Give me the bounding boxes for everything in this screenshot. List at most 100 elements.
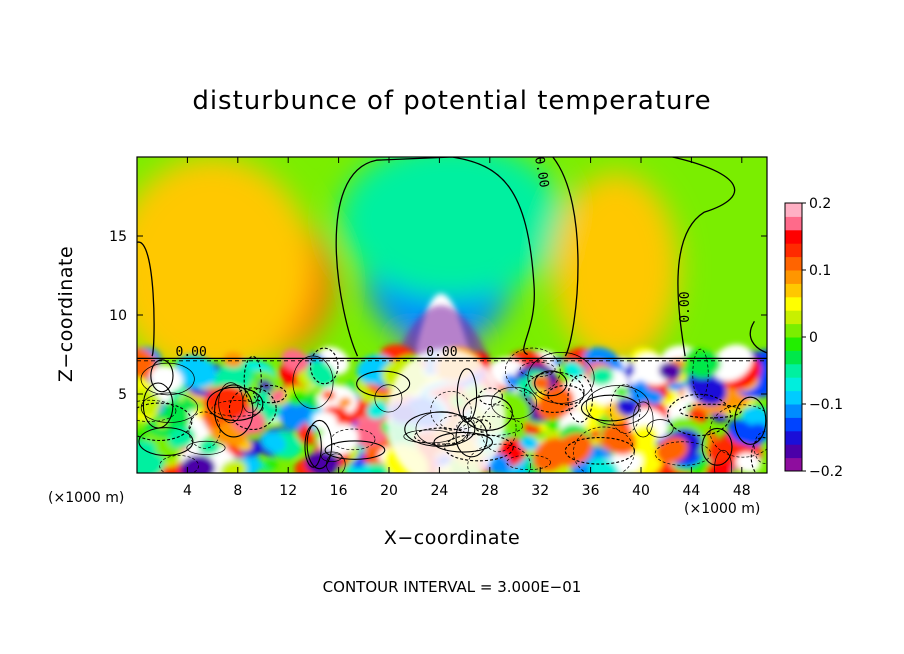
field-cell [174, 354, 217, 389]
colorbar-swatch [785, 243, 802, 258]
field-blob-1 [137, 157, 314, 379]
contour-cell [564, 436, 636, 465]
field-cell [647, 391, 664, 406]
contour-cell [580, 394, 640, 422]
field-cell [655, 436, 689, 464]
contour-cell [567, 374, 594, 423]
field-cell [223, 352, 244, 368]
colorbar-swatch [785, 457, 802, 472]
colorbar-swatch [785, 444, 802, 459]
field-cell [306, 360, 336, 388]
contour-label: 0.00 [531, 155, 551, 188]
field-cell [590, 367, 614, 386]
contour-cell [140, 362, 195, 396]
contour-cell [467, 443, 531, 473]
contour-cell [505, 347, 561, 394]
contour-cell [433, 431, 493, 453]
x-tick-label: 44 [682, 483, 700, 499]
contour-cell [753, 431, 767, 464]
contour-cell [211, 400, 264, 417]
contour-cell [632, 401, 654, 438]
field-cell [322, 390, 336, 401]
field-cell [519, 435, 539, 451]
contour-cell [654, 441, 712, 466]
field-cell [610, 449, 643, 473]
contour-cell [214, 384, 254, 438]
field-cell [338, 397, 352, 408]
z-tick-label: 10 [109, 308, 127, 324]
contour-cell [734, 396, 767, 445]
field-cell [168, 426, 195, 449]
contour-label: 0.00 [678, 291, 693, 322]
field-cell [658, 362, 682, 380]
field-cell [149, 365, 183, 392]
field-cell [137, 347, 158, 379]
contour-zero-plume [335, 157, 535, 357]
contour-zero-right [672, 157, 736, 357]
contour-cell [534, 370, 568, 397]
colorbar-swatch [785, 337, 802, 351]
colorbar-swatch [785, 377, 802, 392]
colorbar-tick-label: −0.1 [809, 397, 843, 413]
contour-zero-right-edge [749, 320, 767, 354]
field-cell [588, 457, 619, 473]
contour-interval-note: CONTOUR INTERVAL = 3.000E−01 [322, 578, 582, 596]
colorbar: 0.2 0.1 0 −0.1 −0.2 [784, 196, 843, 480]
field-cell [366, 401, 389, 420]
x-axis: 4 8 12 16 20 24 28 32 36 40 44 48 [183, 157, 751, 499]
x-tick-label: 40 [632, 483, 650, 499]
colorbar-swatch [785, 350, 802, 365]
z-tick-label: 5 [118, 387, 127, 403]
plume-edge [395, 305, 490, 360]
contour-cell [750, 436, 767, 473]
x-tick-label: 32 [531, 483, 549, 499]
field-cell [264, 459, 278, 470]
contour-cell [506, 454, 551, 471]
field-cell [614, 386, 627, 397]
field-cell [288, 390, 307, 406]
x-tick-label: 16 [330, 483, 348, 499]
contour-cell [456, 416, 523, 437]
contour-cell [455, 417, 488, 458]
contour-cell [140, 392, 199, 423]
x-axis-unit: (×1000 m) [48, 490, 125, 506]
colorbar-swatch [785, 404, 802, 418]
x-tick-label: 36 [582, 483, 600, 499]
x-tick-label: 48 [733, 483, 751, 499]
x-tick-label: 8 [233, 483, 242, 499]
contour-cell [701, 427, 733, 466]
contour-cell [324, 440, 386, 460]
contour-cell [430, 391, 472, 431]
field-cell [633, 353, 672, 386]
field-cell [504, 374, 518, 387]
field-cell [305, 450, 340, 473]
field-cell [589, 429, 600, 439]
contour-label: 0.00 [176, 345, 207, 360]
contour-cell [137, 399, 177, 422]
field-cell [319, 423, 359, 457]
contour-cell [326, 453, 346, 473]
field-cell [554, 433, 593, 467]
field-cell [219, 459, 247, 473]
contour-cell [206, 386, 264, 422]
field-cell [198, 438, 220, 456]
contour-cell [490, 386, 538, 420]
x-tick-label: 28 [481, 483, 499, 499]
colorbar-tick-label: 0.1 [809, 263, 831, 279]
colorbar-swatch [785, 229, 802, 244]
colorbar-swatch [785, 430, 802, 445]
colorbar-tick-label: 0.2 [809, 196, 831, 212]
colorbar-swatch [785, 283, 802, 298]
field-cell [516, 368, 528, 379]
contour-cell [679, 403, 742, 419]
contour-cell [667, 393, 732, 437]
contour-zero-mid [552, 157, 579, 357]
contour-lines: 0.00 0.00 0.00 0.00 [137, 155, 767, 473]
contour-cell [304, 424, 322, 468]
contour-cell [374, 384, 403, 413]
contour-cell [585, 385, 650, 426]
contour-cell [523, 371, 585, 413]
contour-cell [403, 429, 455, 444]
contour-cell [159, 455, 199, 473]
